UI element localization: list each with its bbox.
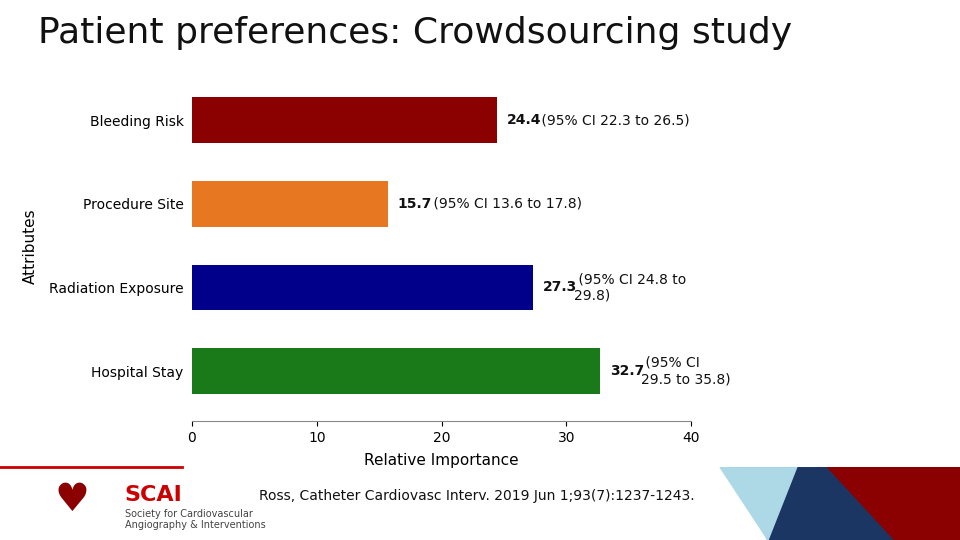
Text: 24.4: 24.4 <box>507 113 541 127</box>
Polygon shape <box>720 467 797 540</box>
X-axis label: Relative Importance: Relative Importance <box>364 453 519 468</box>
Text: (95% CI
29.5 to 35.8): (95% CI 29.5 to 35.8) <box>641 356 731 386</box>
Bar <box>192 181 388 227</box>
Polygon shape <box>730 467 893 540</box>
Text: 15.7: 15.7 <box>397 197 432 211</box>
Text: SCAI: SCAI <box>125 485 182 505</box>
Text: Patient preferences: Crowdsourcing study: Patient preferences: Crowdsourcing study <box>38 16 793 50</box>
Bar <box>192 97 496 143</box>
Text: Society for Cardiovascular
Angiography & Interventions: Society for Cardiovascular Angiography &… <box>125 509 266 530</box>
Text: 27.3: 27.3 <box>542 280 577 294</box>
Polygon shape <box>787 467 960 540</box>
Text: 32.7: 32.7 <box>611 364 644 378</box>
Text: (95% CI 13.6 to 17.8): (95% CI 13.6 to 17.8) <box>429 197 582 211</box>
Text: Ross, Catheter Cardiovasc Interv. 2019 Jun 1;93(7):1237-1243.: Ross, Catheter Cardiovasc Interv. 2019 J… <box>259 489 695 503</box>
Text: (95% CI 24.8 to
29.8): (95% CI 24.8 to 29.8) <box>574 272 685 302</box>
Bar <box>192 265 533 310</box>
Y-axis label: Attributes: Attributes <box>23 208 38 284</box>
Bar <box>192 348 600 394</box>
Text: ♥: ♥ <box>55 481 89 519</box>
Text: (95% CI 22.3 to 26.5): (95% CI 22.3 to 26.5) <box>538 113 690 127</box>
